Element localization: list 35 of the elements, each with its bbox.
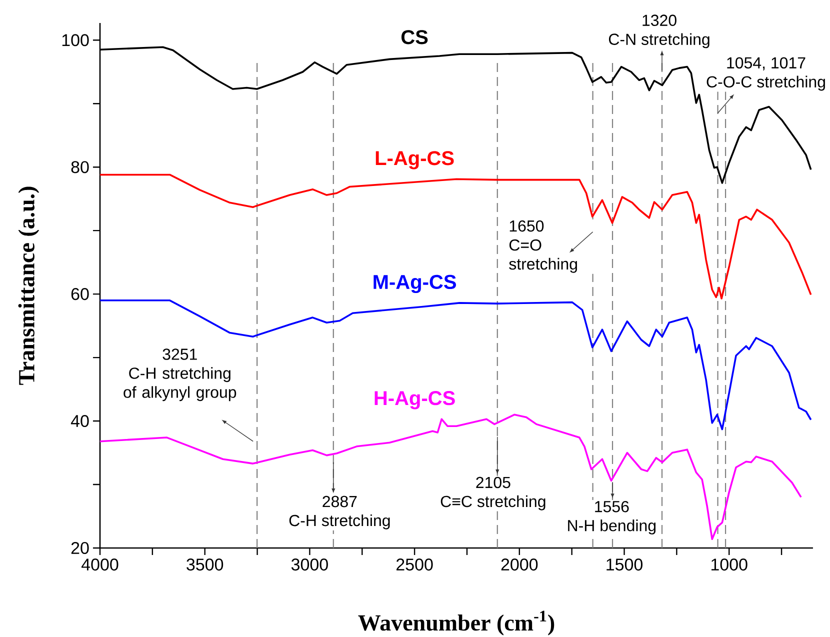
annotation: N-H bending [568,520,656,534]
series-label: H-Ag-CS [374,391,455,410]
annotation: C≡C stretching [440,495,546,510]
x-tick-label: 1000 [711,558,748,571]
annotation: C-O-C stretching [706,76,825,91]
annotation: 3251 [162,348,197,360]
x-tick-label: 3500 [186,558,224,571]
y-tick-label: 20 [71,542,89,554]
x-tick-label: 1500 [606,558,642,571]
y-tick-label: 100 [62,34,89,46]
annotation: 1320 [642,14,676,26]
x-tick-label: 4000 [81,558,118,571]
x-tick-label: 2500 [396,558,433,571]
series-label: M-Ag-CS [374,274,456,294]
x-axis-title: Wavenumber (cm$^{-1}$) [358,610,554,636]
annotation: C=O stretching [509,239,577,273]
annotation: 1556 [595,500,629,512]
y-axis-title: Transmittance (a.u.) [18,186,40,385]
annotation: C-H stretching of alkynyl group [124,367,236,402]
line-series [99,174,812,300]
annotation: 1054, 1017 [727,57,806,70]
annotation: C-H stretching [289,514,390,530]
annotation: 1650 [510,220,544,232]
annotation: 2887 [322,496,357,508]
y-tick-label: 40 [70,415,89,428]
line-series [99,300,812,430]
y-tick-label: 80 [71,161,89,174]
series-label: CS [401,30,428,44]
y-tick-label: 60 [71,288,89,300]
series-label: L-Ag-CS [376,151,454,170]
x-tick-label: 2000 [501,558,538,571]
x-tick-label: 3000 [291,558,328,571]
annotation: 2105 [476,476,510,488]
line-series [99,414,802,540]
annotation: C-N stretching [608,33,710,48]
